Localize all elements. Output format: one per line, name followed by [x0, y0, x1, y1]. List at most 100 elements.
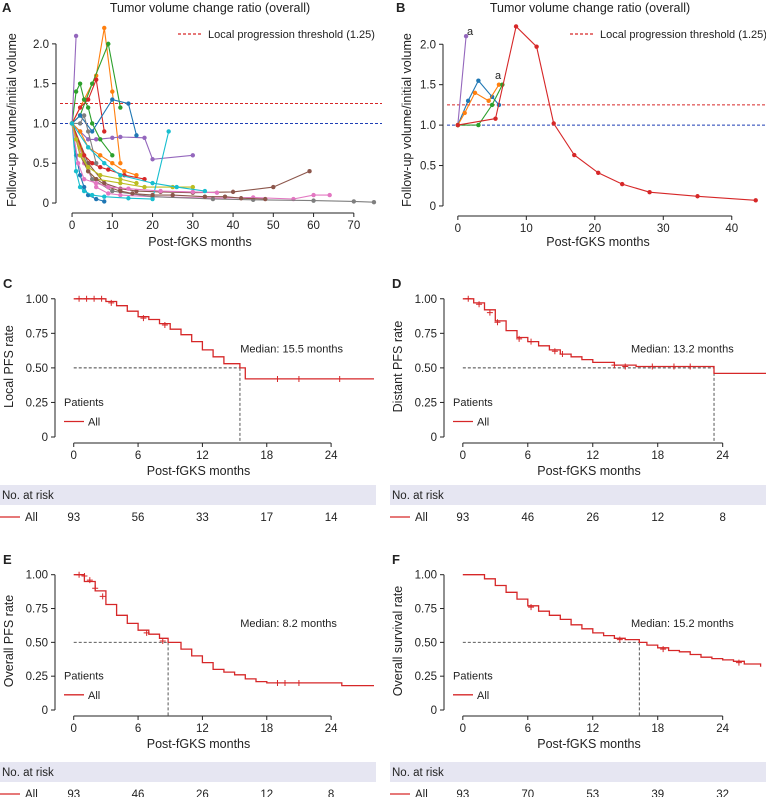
risk-value: 26 [196, 789, 209, 797]
data-point [77, 172, 83, 178]
data-point [619, 181, 625, 187]
data-point [89, 129, 95, 134]
data-point [85, 137, 91, 142]
data-point [463, 33, 469, 39]
data-point [572, 152, 577, 158]
data-point [202, 194, 208, 199]
data-point [122, 168, 127, 174]
y-tick-label: 0.5 [33, 158, 49, 170]
data-point [190, 153, 196, 158]
data-point [94, 161, 99, 166]
censor-mark [465, 295, 472, 302]
y-tick-label: 0 [43, 198, 49, 210]
data-point [94, 176, 99, 182]
y-tick-label: 0 [431, 432, 437, 444]
censor-mark [295, 679, 302, 686]
y-tick-label: 0 [42, 432, 48, 444]
data-point [493, 116, 498, 121]
x-tick-label: 18 [651, 723, 664, 735]
censor-mark [622, 363, 629, 370]
data-point [142, 135, 147, 140]
series-line [71, 27, 121, 164]
panel-f: F 0 0.25 0.50 0.75 1.00 0 6 12 18 24 Post-fGKS mont… [390, 552, 766, 797]
risk-value: 93 [456, 512, 469, 524]
x-tick-label: 0 [71, 450, 77, 462]
panel-e-ylabel: Overall PFS rate [2, 595, 16, 687]
data-point [753, 198, 758, 203]
panel-label-e: E [3, 552, 12, 567]
x-tick-label: 24 [716, 723, 729, 735]
risk-table-header: No. at risk [392, 767, 444, 779]
x-tick-label: 6 [525, 450, 531, 462]
panel-a-legend-text: Local progression threshold (1.25) [208, 29, 375, 41]
data-point [85, 97, 91, 102]
data-point [327, 192, 332, 198]
censor-mark [486, 309, 493, 316]
censor-mark [476, 301, 483, 308]
data-point [142, 184, 147, 190]
x-tick-label: 6 [135, 450, 141, 462]
x-tick-label: 40 [227, 220, 240, 232]
data-point [596, 170, 601, 176]
y-tick-label: 0.50 [26, 363, 48, 375]
data-point [150, 196, 155, 202]
data-point [150, 157, 155, 162]
data-point [371, 200, 377, 205]
data-point [489, 102, 495, 108]
risk-value: 46 [521, 512, 534, 524]
y-tick-label: 1.00 [26, 294, 48, 306]
data-point [126, 196, 131, 201]
data-point [81, 153, 87, 158]
censor-mark [660, 646, 667, 653]
data-point [106, 191, 111, 196]
data-point [85, 165, 91, 170]
censor-mark [616, 636, 623, 643]
panel-b-annotation-1: a [467, 26, 474, 38]
data-point [230, 189, 236, 195]
panel-label-c: C [3, 276, 13, 291]
data-point [190, 189, 196, 195]
data-point [214, 190, 220, 195]
x-tick-label: 0 [455, 223, 461, 235]
y-tick-label: 2.0 [33, 39, 49, 51]
data-point [190, 184, 196, 190]
censor-mark [76, 571, 83, 578]
data-point [85, 145, 91, 150]
y-tick-label: 0.75 [26, 604, 48, 616]
data-point [166, 129, 171, 134]
data-point [85, 129, 91, 134]
data-point [81, 176, 87, 182]
y-tick-label: 0 [42, 705, 48, 717]
median-label: Median: 8.2 months [240, 618, 337, 630]
data-point [118, 161, 123, 166]
data-point [89, 176, 95, 182]
data-point [98, 137, 103, 142]
x-tick-label: 12 [196, 450, 209, 462]
censor-mark [559, 351, 566, 358]
data-point [85, 105, 91, 110]
data-point [118, 172, 123, 178]
panel-b-annotation-2: a [495, 70, 502, 82]
y-tick-label: 1.00 [415, 294, 437, 306]
data-point [210, 196, 216, 202]
risk-value: 70 [521, 789, 534, 797]
panel-d: D 0 0.25 0.50 0.75 1.00 0 6 12 18 24 Post-fGKS mont… [390, 276, 766, 524]
censor-mark [336, 375, 343, 382]
data-point [110, 135, 115, 140]
y-tick-label: 0 [431, 705, 437, 717]
data-point [77, 153, 83, 158]
x-tick-label: 50 [267, 220, 280, 232]
data-point [81, 113, 87, 118]
data-point [102, 25, 107, 31]
data-point [106, 41, 111, 47]
panel-a: A Tumor volume change ratio (overall) Po… [2, 0, 382, 249]
panel-c: C 0 0.25 0.50 0.75 1.00 0 6 12 18 24 Post-fGKS mont… [0, 276, 376, 524]
x-tick-label: 12 [196, 723, 209, 735]
x-tick-label: 30 [657, 223, 670, 235]
data-point [462, 110, 467, 116]
panel-b: B Tumor volume change ratio (overall) Po… [396, 0, 766, 249]
data-point [69, 121, 75, 126]
y-tick-label: 1.0 [33, 118, 49, 130]
censor-mark [98, 295, 105, 302]
